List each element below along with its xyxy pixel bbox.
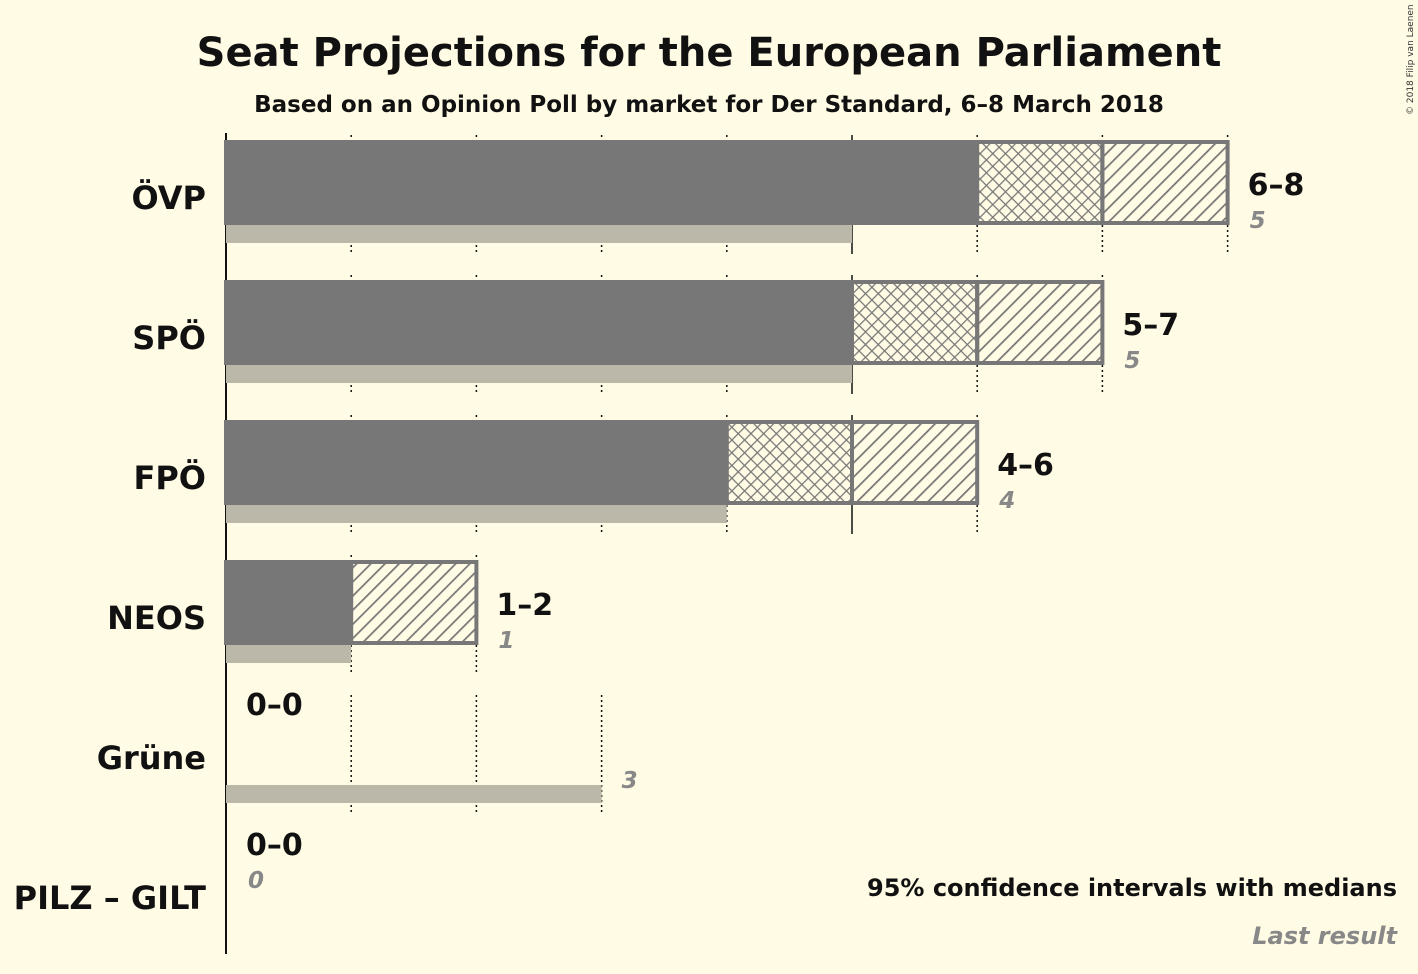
last-result-bar (226, 225, 852, 243)
ci-high-bar (1100, 140, 1230, 225)
chart-subtitle: Based on an Opinion Poll by market for D… (254, 92, 1164, 118)
ci-median-bar (724, 420, 854, 505)
range-label: 1–2 (496, 588, 553, 623)
last-result-bar (226, 365, 852, 383)
range-label: 6–8 (1248, 168, 1305, 203)
last-result-value: 3 (622, 768, 638, 794)
range-label: 0–0 (246, 688, 303, 723)
party-label: FPÖ (133, 459, 206, 497)
ci-low-bar (224, 280, 852, 365)
legend-last-result-label: Last result (1252, 922, 1398, 950)
last-result-bar (226, 505, 727, 523)
party-label: NEOS (107, 599, 206, 637)
ci-low-bar (224, 140, 978, 225)
range-label: 5–7 (1122, 308, 1179, 343)
legend-ci-label: 95% confidence intervals with medians (867, 874, 1397, 902)
ci-high-bar (349, 560, 479, 645)
bars-layer: ÖVP 6–8 5 SPÖ 5–7 5 FPÖ 4–6 4 NEOS 1–2 1 Grüne 0–0 3 PI… (14, 140, 1305, 917)
ci-high-bar (975, 280, 1105, 365)
copyright-notice: © 2018 Filip van Laenen (1406, 4, 1416, 115)
last-result-bar (226, 645, 352, 663)
party-label: PILZ – GILT (14, 879, 207, 917)
grid-lines (225, 133, 1229, 954)
last-result-value: 5 (1250, 208, 1266, 234)
range-label: 4–6 (997, 448, 1054, 483)
last-result-value: 4 (998, 488, 1015, 514)
ci-high-bar (850, 420, 980, 505)
last-result-bar (226, 785, 602, 803)
party-label: ÖVP (131, 179, 206, 217)
last-result-value: 0 (248, 868, 264, 894)
last-result-value: 5 (1124, 348, 1140, 374)
range-label: 0–0 (246, 828, 303, 863)
chart-title: Seat Projections for the European Parlia… (197, 30, 1222, 76)
ci-low-bar (224, 560, 352, 645)
ci-median-bar (975, 140, 1105, 225)
ci-median-bar (850, 280, 980, 365)
party-label: Grüne (97, 739, 206, 777)
last-result-value: 1 (498, 628, 514, 654)
ci-low-bar (224, 420, 727, 505)
party-label: SPÖ (132, 319, 206, 357)
